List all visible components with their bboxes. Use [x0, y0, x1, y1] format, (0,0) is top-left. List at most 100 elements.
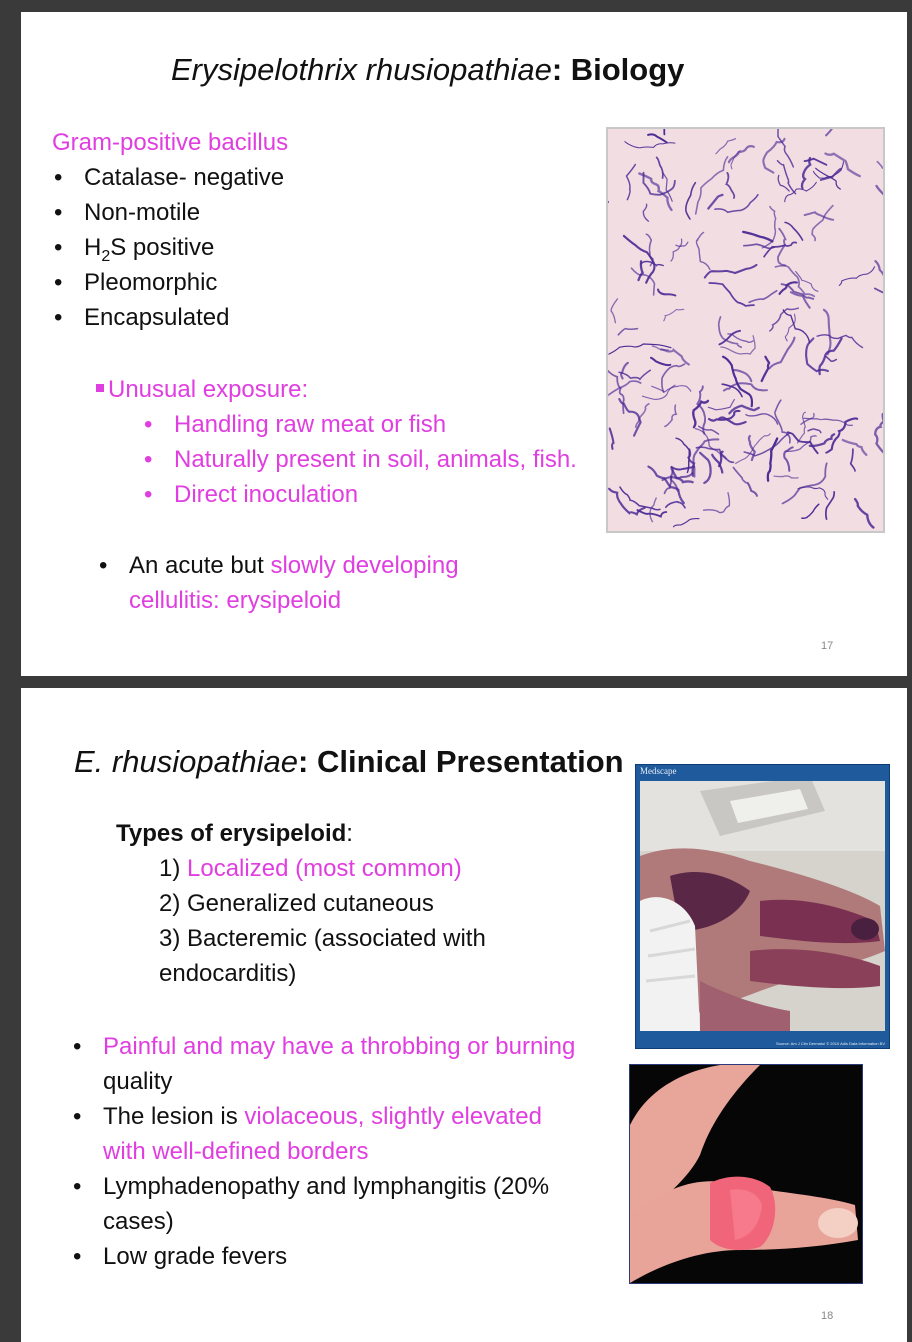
list-item: Encapsulated: [50, 300, 470, 335]
list-item: Direct inoculation: [140, 477, 580, 512]
bacillus-chain: [801, 503, 820, 519]
bacillus-chain: [624, 141, 676, 149]
bacillus-chain: [622, 234, 656, 284]
bacillus-chain: [735, 433, 771, 465]
bacillus-chain: [664, 404, 678, 428]
bacillus-chain: [743, 243, 776, 250]
bacillus-chain: [634, 403, 650, 429]
bacillus-chain: [780, 283, 815, 300]
finger-photo: [629, 1064, 863, 1284]
bacillus-chain: [670, 465, 696, 471]
list-item: Painful and may have a throbbing or burn…: [69, 1029, 589, 1099]
page-number: 18: [821, 1310, 834, 1322]
bacillus-chain: [785, 435, 817, 452]
presentation-list: Painful and may have a throbbing or burn…: [69, 1029, 589, 1274]
gram-heading: Gram-positive bacillus: [52, 129, 289, 156]
bacillus-chain: [784, 313, 796, 342]
bacillus-chain: [617, 327, 639, 336]
bacillus-chain: [803, 157, 828, 166]
bacillus-chain: [743, 432, 790, 457]
bacillus-chain: [795, 270, 819, 292]
acute-list: An acute but slowly developing celluliti…: [95, 548, 535, 618]
bacillus-chain: [763, 241, 798, 258]
bacillus-chain: [637, 260, 645, 282]
bacillus-chain: [651, 345, 669, 351]
bacillus-chain: [721, 383, 743, 398]
bacillus-chain: [694, 156, 729, 215]
bacillus-chain: [807, 428, 822, 434]
bacillus-chain: [747, 434, 757, 462]
bacillus-chain: [803, 211, 835, 221]
bacillus-chain: [649, 356, 672, 367]
list-item: H2S positive: [50, 230, 470, 265]
list-item: 1) Localized (most common): [159, 855, 462, 882]
bacillus-chain: [725, 171, 736, 199]
bacillus-chain: [812, 161, 844, 179]
list-item: Pleomorphic: [50, 265, 470, 300]
bacillus-chain: [715, 138, 737, 155]
bacillus-chain: [707, 193, 724, 210]
bacillus-chain: [784, 181, 817, 203]
bacillus-chain: [800, 156, 812, 190]
bacillus-chain: [640, 260, 664, 267]
bacillus-chain: [777, 174, 790, 192]
bacillus-chain: [714, 193, 759, 214]
list-item: The lesion is violaceous, slightly eleva…: [69, 1099, 589, 1169]
bacillus-chain: [692, 438, 720, 478]
bacillus-chain: [768, 336, 796, 370]
bacillus-chain: [642, 203, 650, 222]
bacillus-chain: [824, 152, 861, 178]
slide-title: E. rhusiopathiae: Clinical Presentation: [74, 744, 624, 780]
square-bullet-icon: [96, 384, 104, 392]
bacillus-chain: [730, 150, 741, 170]
list-item: Naturally present in soil, animals, fish…: [140, 442, 580, 477]
medscape-photo: Medscape Source: Am J Clin Dermatol © 20…: [635, 764, 890, 1049]
bacillus-chain: [692, 399, 710, 429]
bacillus-chain: [769, 307, 800, 332]
bacillus-chain: [607, 369, 625, 415]
title-topic: : Clinical Presentation: [298, 744, 624, 779]
bacillus-chain: [695, 446, 735, 464]
bacillus-chain: [853, 497, 875, 529]
list-item: Handling raw meat or fish: [140, 407, 580, 442]
page-number: 17: [821, 640, 834, 652]
bacillus-chain: [684, 181, 697, 220]
bacillus-chain: [728, 404, 760, 415]
bacillus-chain: [717, 316, 743, 349]
bacillus-chain: [778, 281, 798, 295]
list-item: Catalase- negative: [50, 160, 470, 195]
bacillus-chain: [742, 230, 774, 243]
bacillus-chain: [675, 437, 691, 474]
list-item: Low grade fevers: [69, 1239, 589, 1274]
bacillus-chain: [849, 448, 856, 472]
bacillus-chain: [797, 411, 807, 444]
bacillus-chain: [782, 309, 811, 344]
erysipeloid-finger-photo: [630, 1065, 862, 1283]
bacillus-chain: [655, 156, 664, 179]
bacillus-chain: [708, 282, 755, 307]
bacillus-chain: [675, 241, 689, 247]
list-item: An acute but slowly developing celluliti…: [95, 548, 535, 618]
bacillus-chain: [781, 462, 828, 505]
bacillus-chain: [608, 343, 672, 355]
photo-source-caption: Source: Am J Clin Dermatol © 2010 Adis D…: [776, 1041, 885, 1046]
bacillus-chain: [636, 509, 668, 518]
types-heading: Types of erysipeloid:: [116, 820, 353, 847]
bacillus-chain: [819, 167, 842, 181]
bacillus-chain: [647, 133, 668, 144]
bacillus-chain: [702, 492, 731, 514]
bacillus-chain: [625, 163, 637, 201]
bacillus-chain: [657, 288, 677, 297]
bacillus-chain: [822, 308, 832, 356]
bacillus-chain: [784, 221, 804, 241]
bacillus-chain: [777, 227, 787, 267]
exposure-list: Handling raw meat or fish Naturally pres…: [140, 407, 580, 512]
bacillus-chain: [808, 433, 836, 448]
bacillus-chain: [670, 238, 683, 262]
bacillus-chain: [698, 451, 712, 485]
bacillus-chain: [841, 438, 868, 456]
bacillus-chain: [610, 298, 619, 324]
title-organism: E. rhusiopathiae: [74, 744, 299, 779]
property-list: Catalase- negative Non-motile H2S positi…: [50, 160, 470, 335]
bacillus-chain: [696, 385, 707, 435]
